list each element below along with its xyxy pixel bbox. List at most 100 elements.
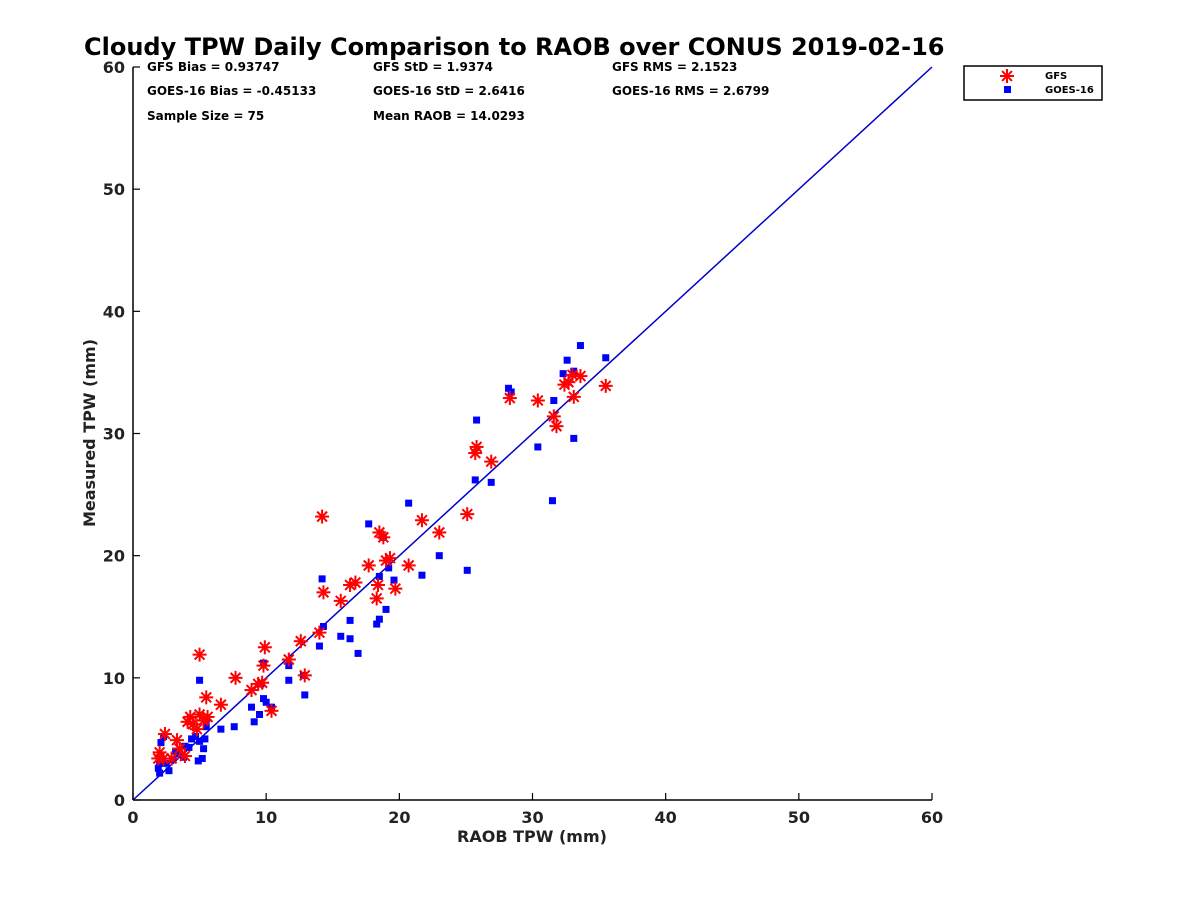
goes16-point: [418, 571, 426, 579]
goes16-point: [260, 695, 268, 703]
y-axis-ticks: 0 10 20 30 40 50 60: [103, 58, 140, 810]
goes16-point: [156, 769, 164, 777]
gfs-point: [228, 670, 243, 685]
gfs-series: [151, 367, 613, 766]
goes16-point: [487, 478, 495, 486]
gfs-point: [312, 625, 327, 640]
goes16-point: [157, 739, 165, 747]
gfs-point: [213, 697, 228, 712]
goes-std-text: GOES-16 StD = 2.6416: [373, 84, 525, 98]
gfs-point: [348, 575, 363, 590]
goes16-point: [507, 388, 515, 396]
gfs-point: [549, 419, 564, 434]
goes16-point: [382, 605, 390, 613]
gfs-point: [469, 439, 484, 454]
goes16-point: [202, 723, 210, 731]
legend-box: [963, 65, 1103, 101]
goes16-point: [188, 735, 196, 743]
goes16-point: [181, 742, 189, 750]
goes16-point: [201, 735, 209, 743]
goes16-point: [534, 443, 542, 451]
goes16-point: [194, 757, 202, 765]
legend-gfs-label: GFS: [1045, 71, 1067, 82]
goes16-point: [375, 615, 383, 623]
gfs-point: [315, 509, 330, 524]
goes16-point: [385, 564, 393, 572]
goes16-point: [318, 575, 326, 583]
x-tick-label: 20: [388, 808, 410, 827]
goes-rms-text: GOES-16 RMS = 2.6799: [612, 84, 769, 98]
goes16-point: [200, 745, 208, 753]
goes16-point: [570, 434, 578, 442]
gfs-point: [164, 751, 179, 766]
gfs-bias-text: GFS Bias = 0.93747: [147, 60, 279, 74]
gfs-point: [371, 577, 386, 592]
goes16-series: [154, 342, 610, 777]
y-tick-label: 0: [114, 791, 125, 810]
gfs-point: [484, 454, 499, 469]
goes16-point: [563, 356, 571, 364]
goes16-point: [576, 342, 584, 350]
goes16-point: [319, 623, 327, 631]
goes16-point: [198, 754, 206, 762]
chart-title: Cloudy TPW Daily Comparison to RAOB over…: [84, 33, 944, 61]
gfs-point: [257, 640, 272, 655]
goes16-point: [301, 691, 309, 699]
gfs-std-text: GFS StD = 1.9374: [373, 60, 493, 74]
goes16-point: [192, 732, 200, 740]
goes16-point: [471, 476, 479, 484]
goes16-point: [463, 566, 471, 574]
gfs-point: [369, 591, 384, 606]
gfs-rms-text: GFS RMS = 2.1523: [612, 60, 737, 74]
gfs-point: [264, 703, 279, 718]
gfs-point: [468, 446, 483, 461]
goes16-point: [346, 616, 354, 624]
x-tick-label: 40: [655, 808, 677, 827]
gfs-point: [256, 658, 271, 673]
y-tick-label: 50: [103, 180, 125, 199]
goes16-point: [285, 676, 293, 684]
x-axis-ticks: 0 10 20 30 40 50 60: [127, 793, 943, 827]
legend-goes16-label: GOES-16: [1045, 85, 1094, 96]
sample-size-text: Sample Size = 75: [147, 109, 264, 123]
goes16-point: [256, 710, 264, 718]
goes16-point: [185, 743, 193, 751]
goes16-point: [196, 676, 204, 684]
goes16-point: [548, 497, 556, 505]
gfs-point: [189, 722, 204, 737]
x-tick-label: 30: [521, 808, 543, 827]
y-tick-label: 30: [103, 425, 125, 444]
gfs-point: [297, 668, 312, 683]
goes16-point: [337, 632, 345, 640]
x-tick-label: 0: [127, 808, 138, 827]
gfs-point: [177, 749, 192, 764]
goes16-point: [172, 747, 180, 755]
goes16-point: [405, 499, 413, 507]
legend-gfs-marker: [1000, 69, 1014, 83]
gfs-point: [573, 369, 588, 384]
gfs-point: [199, 690, 214, 705]
legend-goes16-marker: [1004, 86, 1011, 93]
x-axis-label: RAOB TPW (mm): [457, 827, 607, 846]
goes16-point: [248, 703, 256, 711]
goes16-point: [373, 620, 381, 628]
legend-gfs-asterisk: [1000, 69, 1014, 83]
goes-bias-text: GOES-16 Bias = -0.45133: [147, 84, 316, 98]
gfs-point: [460, 507, 475, 522]
gfs-point: [414, 513, 429, 528]
goes16-point: [375, 572, 383, 580]
y-tick-label: 40: [103, 302, 125, 321]
gfs-point: [432, 525, 447, 540]
goes16-point: [217, 725, 225, 733]
gfs-point: [401, 558, 416, 573]
gfs-point: [530, 393, 545, 408]
goes16-point: [435, 552, 443, 560]
gfs-point: [566, 389, 581, 404]
goes16-point: [315, 642, 323, 650]
goes16-point: [196, 737, 204, 745]
goes16-point: [365, 520, 373, 528]
goes16-point: [354, 649, 362, 657]
plot-area: 0 10 20 30 40 50 60 0 10 20 30 40 50 60: [103, 58, 943, 827]
x-tick-label: 60: [921, 808, 943, 827]
